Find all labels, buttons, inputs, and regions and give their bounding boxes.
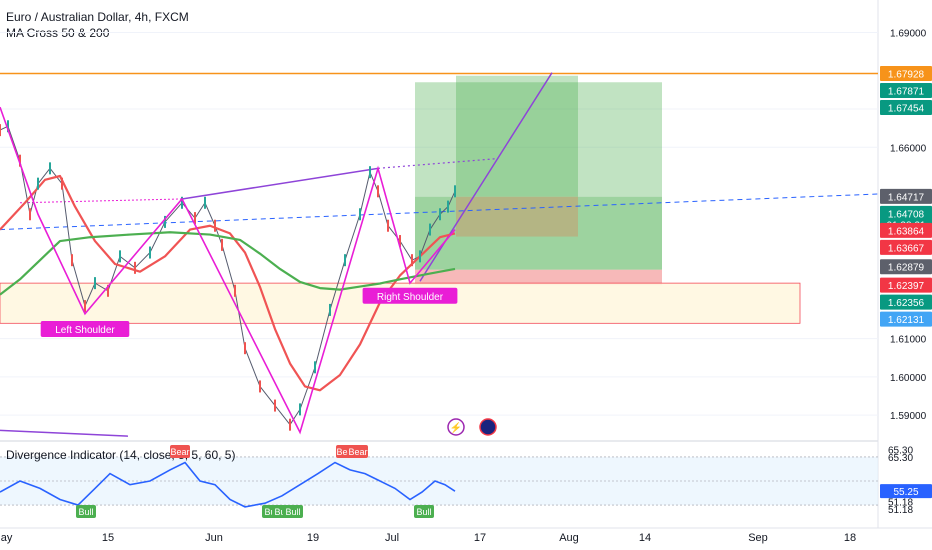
rsi-current-box bbox=[880, 484, 932, 499]
rsi-indicator-name: Divergence Indicator (14, close, 5, 5, 6… bbox=[6, 448, 235, 462]
annotation-label: Right Shoulder bbox=[377, 292, 444, 303]
price-label-value: 1.67871 bbox=[888, 87, 925, 98]
target-zone-outer bbox=[415, 82, 662, 197]
price-label-value: 1.62879 bbox=[888, 263, 925, 274]
price-label-value: 1.64717 bbox=[888, 192, 925, 203]
price-tick-label: 1.59000 bbox=[890, 411, 927, 422]
price-label-box bbox=[880, 222, 932, 238]
rsi-tick-label: 51.18 bbox=[888, 497, 913, 508]
time-tick-label: 15 bbox=[102, 532, 114, 544]
price-tick-label: 1.61000 bbox=[890, 335, 927, 346]
head-shoulders-zigzag bbox=[0, 106, 456, 435]
rsi-tick-label: 65.30 bbox=[888, 453, 913, 464]
rsi-signal-label: Bull bbox=[78, 507, 93, 517]
rsi-signal-label: Bull bbox=[274, 507, 289, 517]
annotation-badge bbox=[362, 287, 458, 304]
price-tick-label: 1.69000 bbox=[890, 29, 927, 40]
time-tick-label: 14 bbox=[639, 532, 651, 544]
price-label-value: 1.67928 bbox=[888, 70, 925, 81]
rsi-signal-label: Bull bbox=[416, 507, 431, 517]
price-label-value: 1.62397 bbox=[888, 281, 925, 292]
price-label-box bbox=[880, 188, 932, 204]
time-tick-label: May bbox=[0, 532, 13, 544]
rsi-tick-label: 51.18 bbox=[888, 505, 913, 516]
neckline bbox=[181, 167, 379, 200]
series-2-line bbox=[0, 231, 456, 296]
price-tick-label: 1.60000 bbox=[890, 373, 927, 384]
rsi-signal-label: Bear bbox=[348, 447, 367, 457]
neckline-left bbox=[19, 198, 183, 204]
price-label-value: 1.64708 bbox=[888, 209, 925, 220]
price-label-value: 1.62131 bbox=[888, 315, 925, 326]
projection-line bbox=[419, 72, 553, 282]
entry-box bbox=[456, 196, 578, 237]
rsi-signal-badge bbox=[414, 505, 434, 518]
rsi-signal-label: Bull bbox=[285, 507, 300, 517]
time-tick-label: Aug bbox=[559, 532, 579, 544]
trend-dashed-line bbox=[0, 193, 879, 231]
event-flag-icon bbox=[479, 418, 497, 436]
lightning-icon: ⚡ bbox=[450, 421, 462, 434]
event-lightning-icon bbox=[447, 418, 465, 436]
rsi-signal-badge bbox=[348, 445, 368, 458]
target-zone-inner bbox=[456, 75, 578, 197]
rsi-signal-badge bbox=[76, 505, 96, 518]
price-label-box bbox=[880, 259, 932, 275]
price-label-box bbox=[880, 294, 932, 310]
stop-zone bbox=[415, 269, 662, 286]
series-0-line bbox=[0, 125, 456, 426]
lower-trend-line bbox=[0, 429, 129, 437]
price-label-value: 1.63667 bbox=[888, 243, 925, 254]
time-tick-label: Jun bbox=[205, 532, 223, 544]
time-tick-label: 19 bbox=[307, 532, 319, 544]
rsi-line bbox=[0, 461, 456, 508]
chart-title: Euro / Australian Dollar, 4h, FXCM bbox=[6, 10, 189, 24]
price-tick-label: 1.66000 bbox=[890, 143, 927, 154]
time-tick-label: Sep bbox=[748, 532, 768, 544]
time-tick-label: Jul bbox=[385, 532, 399, 544]
annotation-badge bbox=[40, 321, 130, 338]
price-label-box bbox=[880, 83, 932, 99]
time-tick-label: 17 bbox=[474, 532, 486, 544]
price-label-box bbox=[880, 66, 932, 82]
rsi-signal-label: Bear bbox=[170, 447, 189, 457]
price-label-box bbox=[880, 277, 932, 293]
time-tick-label: 18 bbox=[844, 532, 856, 544]
price-label-box bbox=[880, 239, 932, 255]
rsi-tick-label: 65.30 bbox=[888, 446, 913, 457]
price-label-box bbox=[880, 311, 932, 327]
price-label-value: 1.67454 bbox=[888, 104, 925, 115]
rsi-signal-badge bbox=[170, 445, 190, 458]
rsi-signal-label: Bear bbox=[336, 447, 355, 457]
rsi-current-value: 55.25 bbox=[893, 487, 918, 498]
annotation-label: Left Shoulder bbox=[55, 325, 115, 336]
rsi-band bbox=[0, 456, 878, 506]
price-label-box bbox=[880, 100, 932, 116]
price-label-value: 1.62356 bbox=[888, 298, 925, 309]
rsi-signal-badge bbox=[283, 505, 303, 518]
price-label-value: 1.63864 bbox=[888, 226, 925, 237]
